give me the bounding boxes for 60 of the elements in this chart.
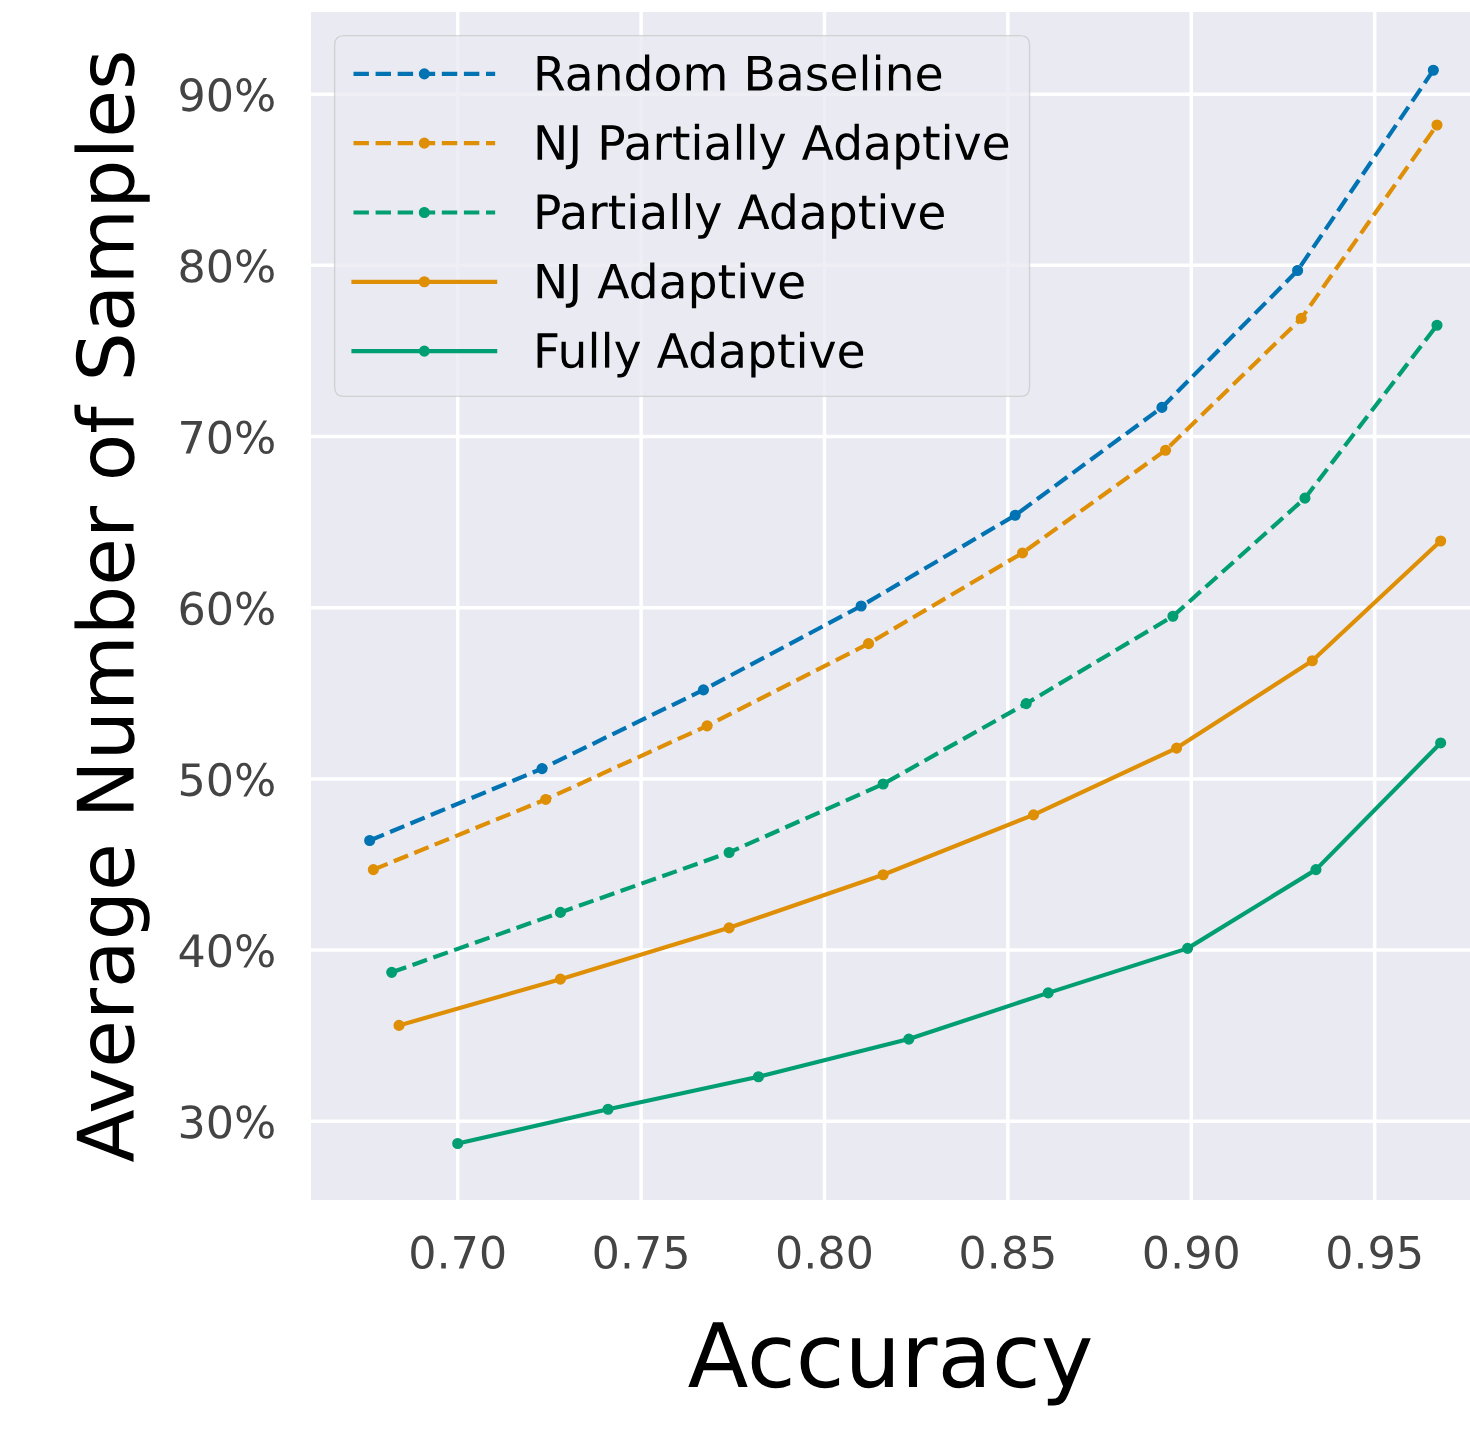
x-axis-title: Accuracy (688, 1322, 1091, 1406)
point (554, 973, 566, 985)
point (1431, 319, 1443, 331)
point (1027, 809, 1040, 821)
point (602, 1103, 614, 1115)
point (1306, 655, 1318, 667)
legend-label: Random Baseline (537, 54, 942, 92)
point (1299, 492, 1311, 504)
x-tick-label: 0.85 (961, 1235, 1054, 1270)
point (723, 922, 735, 934)
point (1156, 401, 1168, 413)
point (752, 1071, 765, 1083)
point (1431, 119, 1443, 131)
y-tick-label: 50% (180, 762, 274, 797)
x-tick-label: 0.75 (594, 1235, 687, 1270)
x-tick-label: 0.80 (777, 1235, 872, 1270)
y-tick-label: 40% (179, 933, 274, 968)
point (1016, 547, 1029, 559)
y-axis-title: Average Number of Samples (74, 53, 150, 1162)
y-tick-label: 60% (180, 591, 274, 626)
point (723, 846, 735, 859)
point (855, 600, 867, 612)
point (1167, 610, 1179, 622)
point (393, 1019, 405, 1031)
point (540, 793, 552, 805)
y-tick-label: 80% (180, 249, 274, 283)
point (1009, 509, 1021, 521)
point (536, 763, 548, 775)
legend-label: NJ Adaptive (537, 262, 804, 309)
x-tick-label: 0.70 (411, 1235, 505, 1270)
point (1435, 535, 1447, 547)
point (1020, 698, 1032, 710)
point (1182, 942, 1194, 954)
x-tick-label: 0.90 (1144, 1235, 1238, 1270)
y-tick-label: 70% (181, 420, 274, 455)
point (1160, 444, 1172, 456)
point (452, 1137, 464, 1150)
point (697, 684, 710, 696)
point (367, 864, 379, 876)
point (554, 906, 566, 918)
point (701, 720, 713, 732)
legend-label: NJ Partially Adaptive (537, 123, 1009, 170)
point (903, 1033, 915, 1045)
legend-label: Partially Adaptive (537, 193, 944, 239)
point (1435, 737, 1447, 749)
point (364, 834, 376, 847)
x-tick-label: 0.95 (1328, 1235, 1421, 1270)
y-tick-label: 90% (180, 78, 274, 112)
point (1042, 987, 1054, 999)
point (386, 966, 398, 978)
point (1295, 312, 1307, 324)
legend-label: Fully Adaptive (537, 331, 864, 378)
point (1171, 742, 1183, 754)
point (877, 869, 889, 881)
point (877, 778, 889, 790)
point (862, 638, 875, 650)
point (1427, 64, 1439, 76)
y-tick-label: 30% (180, 1105, 274, 1139)
point (1292, 264, 1304, 277)
point (1310, 864, 1322, 876)
